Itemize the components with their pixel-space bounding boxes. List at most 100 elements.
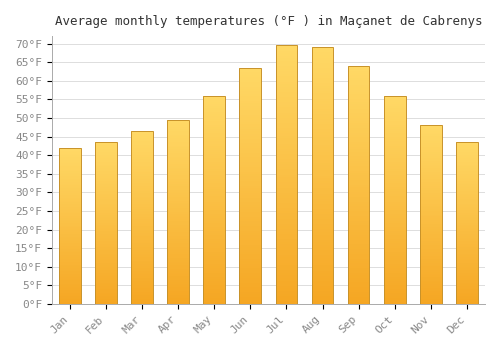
Bar <box>420 145 442 147</box>
Bar <box>348 78 370 80</box>
Bar <box>204 162 225 164</box>
Bar <box>131 241 153 243</box>
Bar <box>168 177 189 179</box>
Bar <box>240 146 261 148</box>
Bar <box>59 259 80 260</box>
Bar <box>384 246 406 248</box>
Bar <box>348 294 370 297</box>
Bar <box>420 174 442 175</box>
Bar <box>59 187 80 188</box>
Bar <box>420 131 442 133</box>
Bar <box>276 152 297 154</box>
Bar <box>348 202 370 204</box>
Bar <box>384 123 406 125</box>
Bar <box>384 96 406 304</box>
Bar <box>131 228 153 230</box>
Bar <box>348 289 370 292</box>
Bar <box>456 278 478 280</box>
Bar <box>456 192 478 194</box>
Bar <box>420 293 442 295</box>
Bar <box>276 115 297 118</box>
Bar <box>240 292 261 294</box>
Bar <box>276 270 297 273</box>
Bar <box>456 220 478 222</box>
Bar <box>420 265 442 266</box>
Bar <box>204 212 225 214</box>
Bar <box>131 133 153 134</box>
Bar <box>348 104 370 106</box>
Bar <box>131 216 153 217</box>
Bar <box>240 219 261 221</box>
Bar <box>348 156 370 159</box>
Bar <box>312 253 334 255</box>
Bar <box>131 164 153 166</box>
Bar <box>95 278 116 280</box>
Bar <box>240 139 261 141</box>
Bar <box>59 265 80 266</box>
Bar <box>420 222 442 224</box>
Bar <box>240 162 261 164</box>
Bar <box>420 243 442 245</box>
Bar <box>168 147 189 149</box>
Bar <box>95 243 116 244</box>
Bar <box>204 117 225 119</box>
Bar <box>384 108 406 110</box>
Bar <box>204 181 225 183</box>
Bar <box>348 259 370 261</box>
Bar <box>131 266 153 267</box>
Bar <box>384 206 406 208</box>
Bar <box>456 183 478 184</box>
Bar <box>276 87 297 89</box>
Bar <box>276 84 297 87</box>
Bar <box>59 155 80 157</box>
Bar <box>276 51 297 53</box>
Bar <box>168 269 189 271</box>
Bar <box>131 245 153 247</box>
Bar <box>456 161 478 163</box>
Bar <box>95 181 116 183</box>
Bar <box>240 207 261 209</box>
Bar <box>348 118 370 121</box>
Bar <box>276 237 297 239</box>
Bar <box>95 218 116 220</box>
Bar <box>420 175 442 177</box>
Bar <box>59 177 80 179</box>
Bar <box>240 86 261 89</box>
Bar <box>348 204 370 206</box>
Bar <box>59 240 80 242</box>
Bar <box>95 280 116 281</box>
Bar <box>420 208 442 209</box>
Bar <box>204 216 225 218</box>
Bar <box>95 155 116 157</box>
Bar <box>95 298 116 299</box>
Bar <box>312 78 334 80</box>
Bar <box>131 202 153 204</box>
Bar <box>59 266 80 268</box>
Bar <box>168 169 189 172</box>
Bar <box>240 174 261 176</box>
Bar <box>420 125 442 304</box>
Bar <box>312 140 334 142</box>
Bar <box>348 66 370 68</box>
Bar <box>348 199 370 202</box>
Bar <box>420 215 442 216</box>
Bar <box>420 284 442 286</box>
Bar <box>95 299 116 301</box>
Bar <box>240 285 261 287</box>
Bar <box>59 233 80 235</box>
Bar <box>456 249 478 251</box>
Bar <box>312 83 334 86</box>
Bar <box>456 165 478 166</box>
Bar <box>312 240 334 242</box>
Bar <box>456 217 478 218</box>
Bar <box>240 167 261 169</box>
Bar <box>240 273 261 275</box>
Bar <box>168 251 189 252</box>
Bar <box>59 282 80 284</box>
Bar <box>348 266 370 268</box>
Bar <box>131 195 153 197</box>
Bar <box>456 149 478 150</box>
Bar <box>131 159 153 160</box>
Bar <box>204 220 225 223</box>
Bar <box>312 117 334 119</box>
